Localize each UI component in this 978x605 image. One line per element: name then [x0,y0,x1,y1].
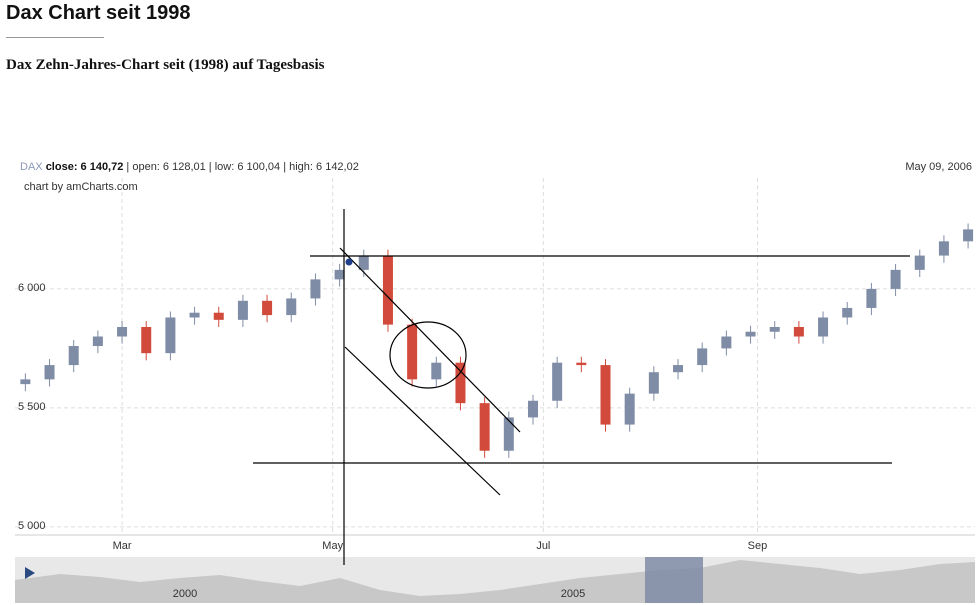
candle-body [769,326,780,332]
candle-body [721,336,732,349]
candle-body [648,372,659,394]
candle-body [165,317,176,354]
candle-body [914,255,925,270]
candle-body [697,348,708,366]
candle-body [818,317,829,337]
candle-body [527,400,538,418]
candle-body [407,324,418,380]
candle-body [624,393,635,425]
symbol: DAX [20,161,43,173]
candle-body [431,362,442,380]
x-tick-label: Sep [748,540,768,552]
candle-body [358,255,369,270]
candle-body [68,346,79,366]
cursor-point [345,258,353,266]
candle-body [44,365,55,380]
y-tick-label: 5 500 [18,401,46,413]
candle-body [141,326,152,354]
candle-body [890,269,901,289]
candle-body [552,362,563,401]
y-tick-label: 5 000 [18,520,46,532]
candle-body [189,312,200,318]
channel-line [344,346,501,496]
candle-body [92,336,103,347]
candle-body [286,298,297,316]
x-tick-label: Jul [536,540,550,552]
candle-body [793,326,804,337]
navigator-label: 2005 [561,588,585,600]
channel-line [339,247,521,433]
x-tick-label: Mar [113,540,132,552]
candle-body [745,331,756,337]
x-tick-label: May [322,540,343,552]
title-rule [6,37,104,38]
navigator-selection[interactable] [645,557,703,603]
candle-body [334,269,345,280]
y-tick-label: 6 000 [18,282,46,294]
candle-body [213,312,224,320]
candle-body [576,362,587,366]
page-subtitle: Dax Zehn-Jahres-Chart seit (1998) auf Ta… [6,57,325,73]
info-close: close: 6 140,72 [46,161,124,173]
candle-body [938,241,949,256]
play-button[interactable] [25,567,35,579]
candle-body [262,300,273,316]
highlight-circle [389,321,467,389]
candle-body [842,307,853,318]
candle-body [117,326,128,337]
credit: chart by amCharts.com [24,181,138,193]
navigator-label: 2000 [173,588,197,600]
candle-body [237,300,248,320]
candle-body [382,255,393,325]
annotations [253,209,910,565]
navigator-area [15,560,975,603]
chart: DAX close: 6 140,72 | open: 6 128,01 | l… [15,161,975,603]
candle-body [20,379,31,385]
info-line: DAX close: 6 140,72 | open: 6 128,01 | l… [20,161,359,173]
date-label: May 09, 2006 [905,161,972,173]
plot: 5 000 5 500 6 000 Mar May Jul Sep [15,178,975,552]
candle-body [963,229,974,242]
candle-body [600,365,611,425]
candle-body [866,288,877,308]
info-rest: | open: 6 128,01 | low: 6 100,04 | high:… [126,161,358,173]
candle-body [673,365,684,373]
page-title: Dax Chart seit 1998 [6,2,191,24]
candle-body [503,417,514,451]
candle-body [479,403,490,451]
candle-body [455,362,466,404]
candle-body [310,279,321,299]
